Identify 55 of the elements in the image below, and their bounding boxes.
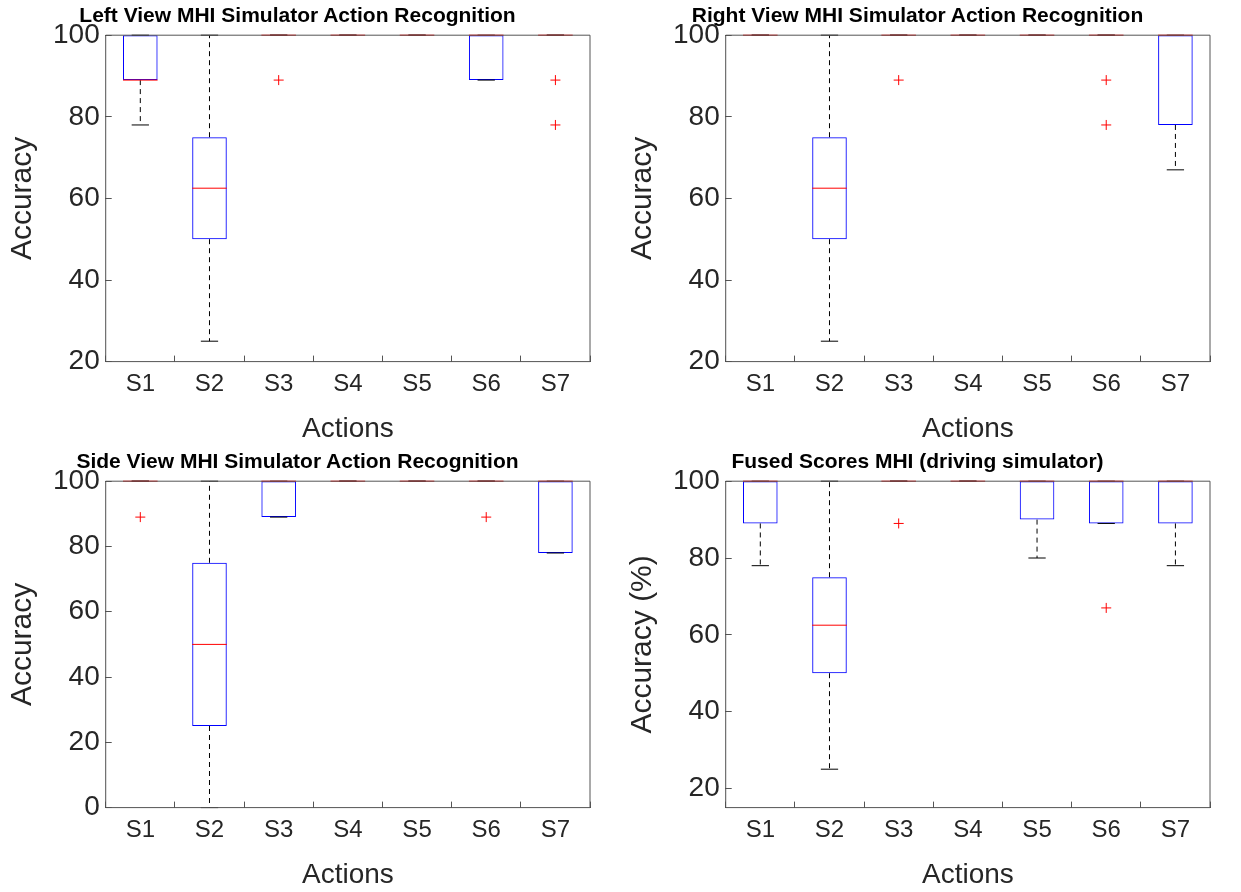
y-tick-label: 60 xyxy=(688,617,720,649)
y-tick-label: 20 xyxy=(688,771,720,803)
x-tick-label: S7 xyxy=(1160,368,1191,396)
y-tick-label: 60 xyxy=(688,181,720,213)
x-tick-label: S2 xyxy=(814,814,845,842)
x-tick-label: S6 xyxy=(1091,814,1121,842)
y-tick-label: 40 xyxy=(688,262,720,294)
chart-title: Fused Scores MHI (driving simulator) xyxy=(731,449,1104,473)
y-tick-label: 20 xyxy=(68,344,100,376)
y-tick-label: 40 xyxy=(68,262,100,294)
x-tick-label: S7 xyxy=(1160,814,1191,842)
x-axis-title: Actions xyxy=(301,411,394,443)
x-tick-label: S1 xyxy=(745,368,775,396)
x-tick-label: S5 xyxy=(402,814,432,842)
x-tick-label: S4 xyxy=(333,368,363,396)
x-tick-label: S3 xyxy=(264,814,294,842)
x-tick-label: S5 xyxy=(1022,814,1052,842)
y-tick-label: 60 xyxy=(68,181,100,213)
x-tick-label: S3 xyxy=(884,368,914,396)
x-tick-label: S6 xyxy=(1091,368,1121,396)
y-tick-label: 40 xyxy=(68,659,100,691)
x-tick-label: S4 xyxy=(333,814,363,842)
x-axis-title: Actions xyxy=(301,857,394,889)
x-tick-label: S6 xyxy=(471,814,501,842)
y-tick-label: 80 xyxy=(688,99,720,131)
x-axis-title: Actions xyxy=(921,411,1014,443)
x-tick-label: S3 xyxy=(884,814,914,842)
x-tick-label: S5 xyxy=(402,368,432,396)
y-tick-label: 80 xyxy=(68,529,100,561)
y-tick-label: 20 xyxy=(688,344,720,376)
y-tick-label: 40 xyxy=(688,694,720,726)
y-axis-title: Accuracy xyxy=(4,136,38,261)
x-tick-label: S4 xyxy=(953,814,983,842)
y-axis-title: Accuracy xyxy=(624,136,658,261)
x-tick-label: S4 xyxy=(953,368,983,396)
x-tick-label: S1 xyxy=(745,814,775,842)
y-tick-label: 20 xyxy=(68,725,100,757)
x-tick-label: S2 xyxy=(194,814,225,842)
x-tick-label: S3 xyxy=(264,368,294,396)
x-tick-label: S5 xyxy=(1022,368,1052,396)
y-axis-title: Accuracy (%) xyxy=(624,555,658,734)
x-tick-label: S2 xyxy=(194,368,225,396)
y-tick-label: 60 xyxy=(68,594,100,626)
y-tick-label: 80 xyxy=(688,540,720,572)
y-tick-label: 100 xyxy=(673,463,720,495)
x-tick-label: S2 xyxy=(814,368,845,396)
y-tick-label: 0 xyxy=(84,790,100,822)
x-tick-label: S1 xyxy=(125,368,155,396)
y-tick-label: 80 xyxy=(68,99,100,131)
x-axis-title: Actions xyxy=(921,857,1014,889)
x-tick-label: S7 xyxy=(540,368,571,396)
x-tick-label: S7 xyxy=(540,814,571,842)
x-tick-label: S1 xyxy=(125,814,155,842)
x-tick-label: S6 xyxy=(471,368,501,396)
y-axis-title: Accuracy xyxy=(4,582,38,707)
